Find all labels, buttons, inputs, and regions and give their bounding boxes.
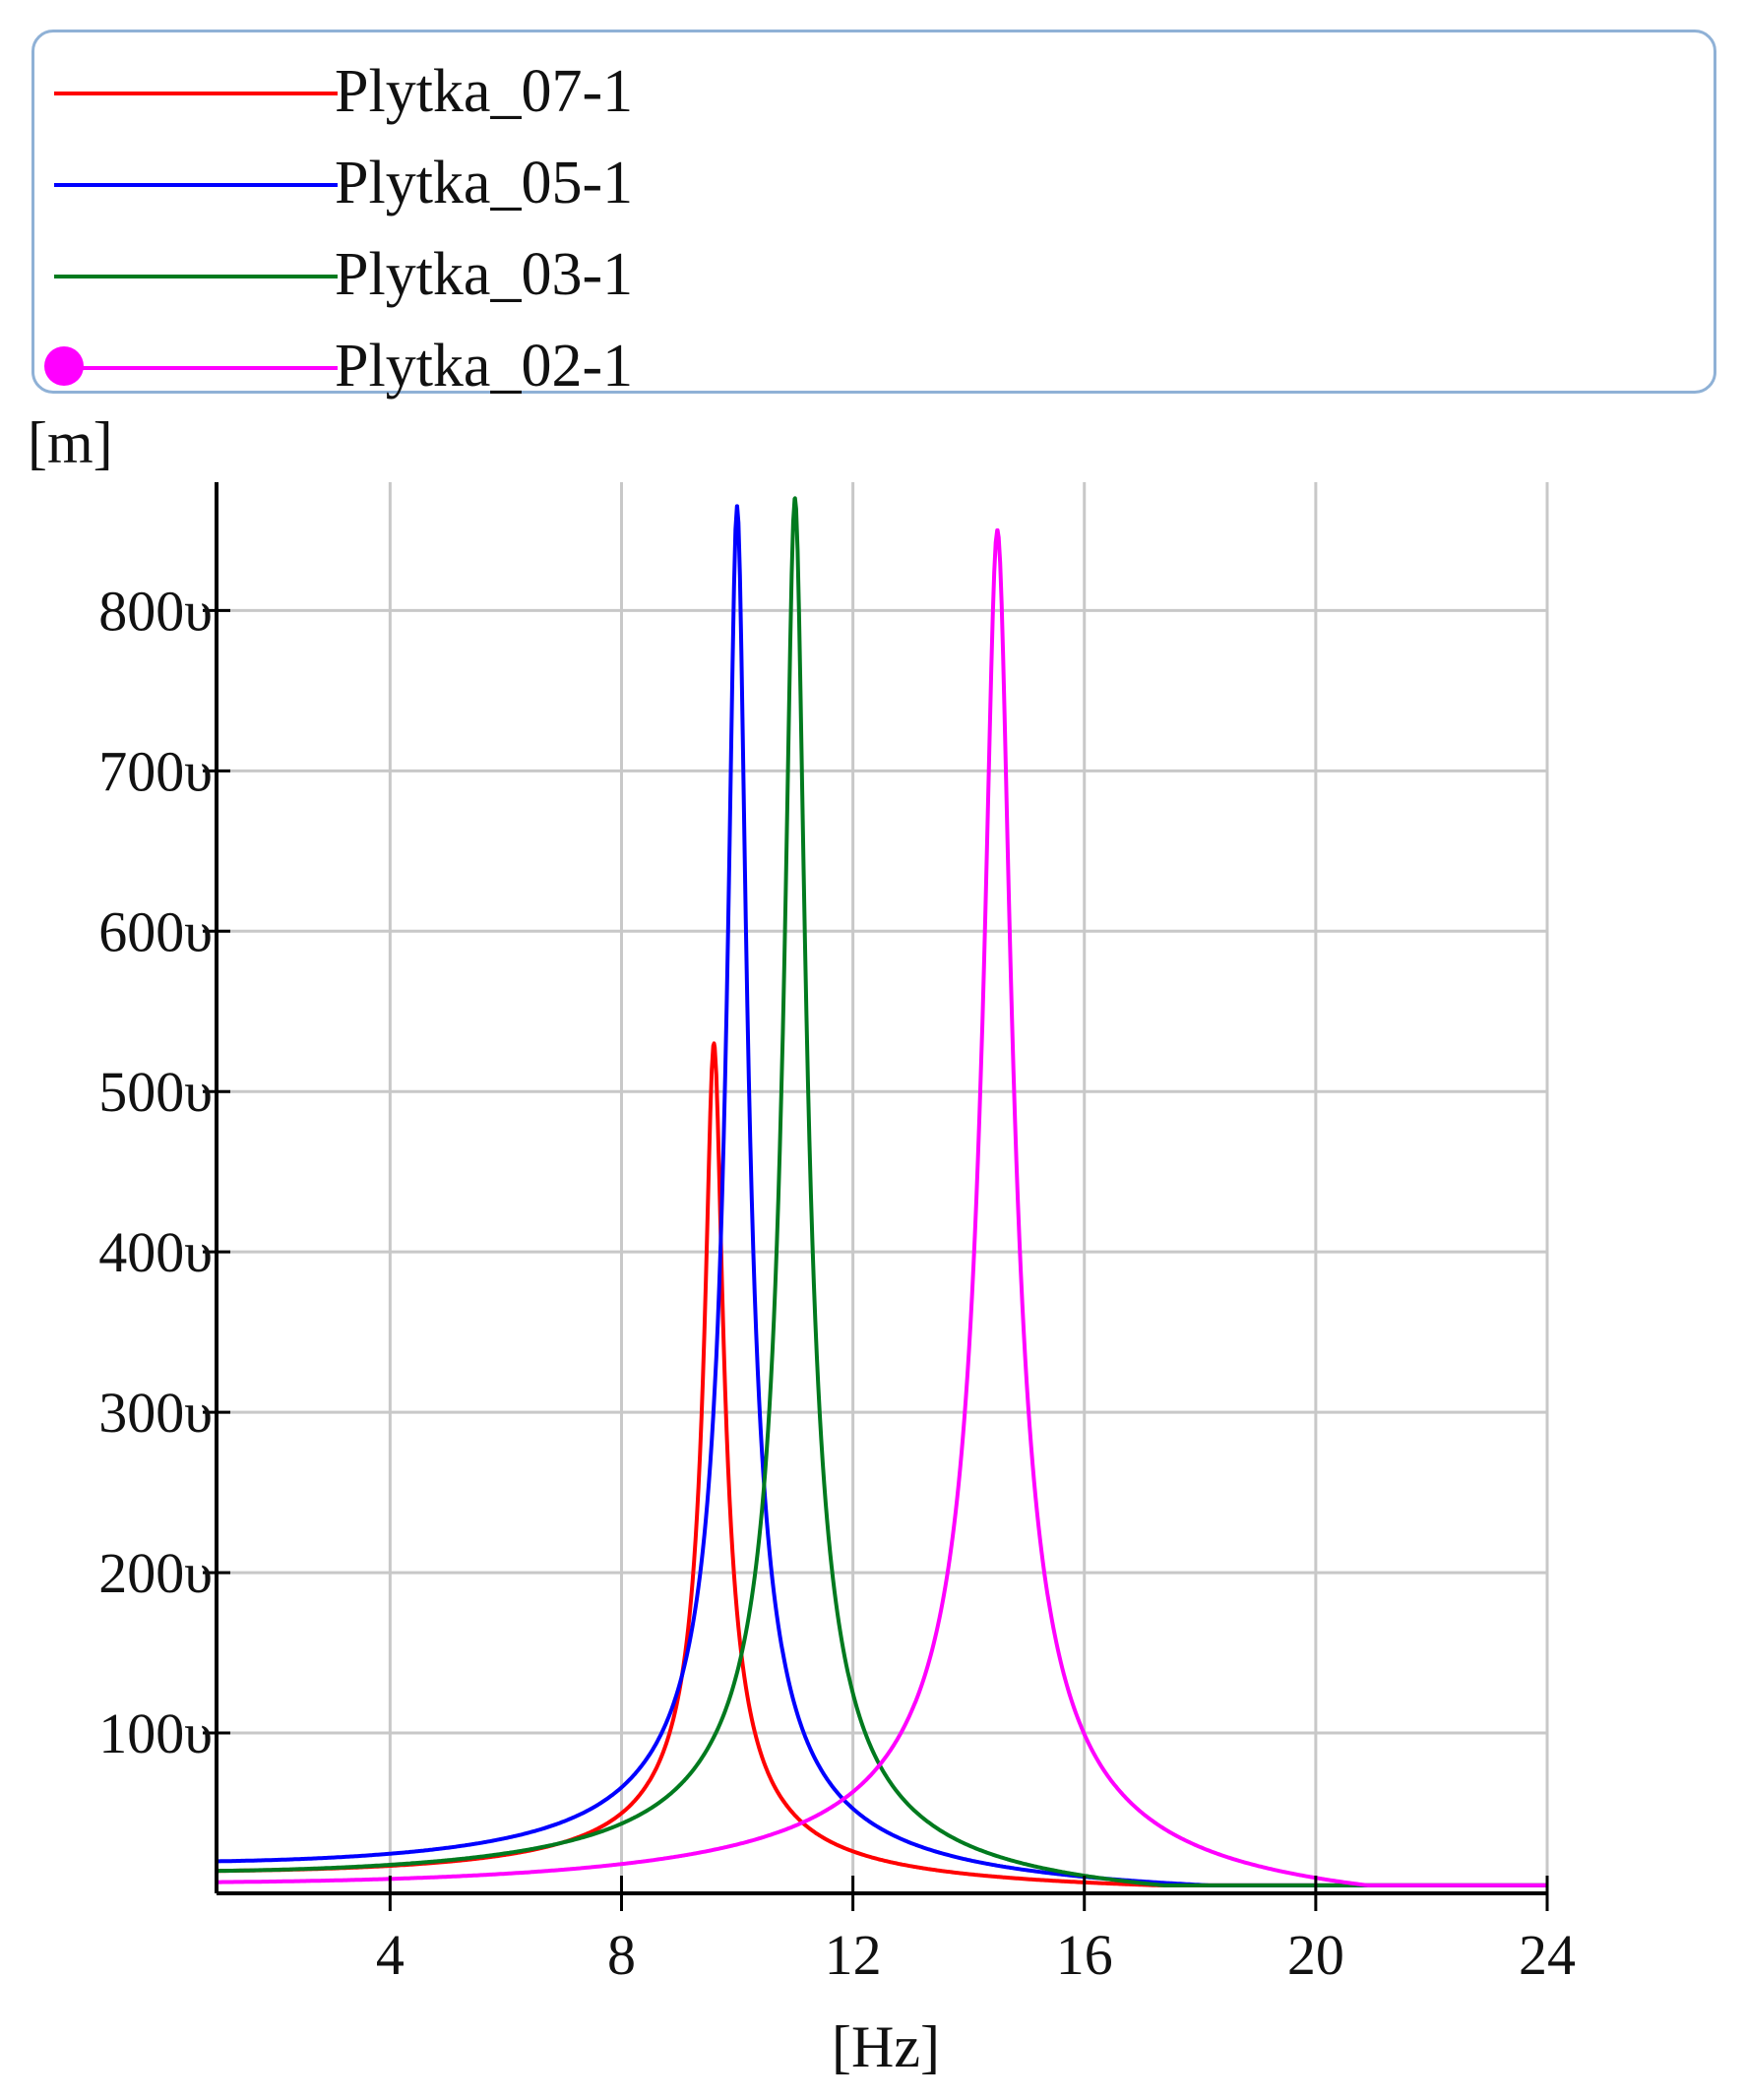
x-tick-label-8: 8 bbox=[607, 1923, 636, 1987]
x-tick-label-4: 4 bbox=[376, 1923, 405, 1987]
x-tick-label-24: 24 bbox=[1519, 1923, 1576, 1987]
y-axis-unit-label: [m] bbox=[28, 410, 113, 475]
y-axis-ticks: 100υ 200υ 300υ 400υ 500υ 600υ 700υ 800υ bbox=[98, 579, 230, 1765]
legend-swatch-plytka-02-1 bbox=[54, 366, 338, 370]
legend-label-plytka-07-1: Plytka_07-1 bbox=[335, 58, 634, 125]
legend-label-plytka-05-1: Plytka_05-1 bbox=[335, 150, 634, 216]
series-line-plytka-03-1 bbox=[216, 496, 1548, 1887]
legend-swatch-plytka-03-1 bbox=[54, 275, 338, 278]
legend-swatch-plytka-07-1 bbox=[54, 92, 338, 95]
legend-swatch-plytka-05-1 bbox=[54, 183, 338, 187]
x-axis-ticks: 4 8 12 16 20 24 bbox=[376, 1876, 1576, 1987]
legend-item-plytka-07-1: Plytka_07-1 bbox=[34, 52, 1714, 131]
legend-item-plytka-03-1: Plytka_03-1 bbox=[34, 235, 1714, 314]
x-tick-label-20: 20 bbox=[1287, 1923, 1344, 1987]
y-tick-label-400: 400υ bbox=[98, 1220, 213, 1284]
y-tick-label-700: 700υ bbox=[98, 739, 213, 803]
legend-item-plytka-05-1: Plytka_05-1 bbox=[34, 144, 1714, 222]
axes bbox=[215, 482, 1547, 1895]
legend-label-plytka-03-1: Plytka_03-1 bbox=[335, 241, 634, 308]
y-tick-label-600: 600υ bbox=[98, 899, 213, 963]
legend-item-plytka-02-1: Plytka_02-1 bbox=[34, 327, 1714, 405]
chart-legend: Plytka_07-1 Plytka_05-1 Plytka_03-1 Plyt… bbox=[31, 30, 1716, 400]
y-tick-label-100: 100υ bbox=[98, 1701, 213, 1765]
legend-marker-circle-icon bbox=[44, 346, 84, 386]
series-line-plytka-02-1 bbox=[216, 527, 1548, 1887]
x-axis-unit-label: [Hz] bbox=[832, 2014, 940, 2079]
series-lines bbox=[216, 496, 1548, 1887]
y-tick-label-500: 500υ bbox=[98, 1060, 213, 1124]
legend-label-plytka-02-1: Plytka_02-1 bbox=[335, 333, 634, 400]
x-tick-label-12: 12 bbox=[825, 1923, 882, 1987]
series-line-plytka-05-1 bbox=[216, 504, 1548, 1887]
y-tick-label-200: 200υ bbox=[98, 1541, 213, 1605]
y-tick-label-800: 800υ bbox=[98, 579, 213, 643]
y-tick-label-300: 300υ bbox=[98, 1381, 213, 1445]
grid-lines bbox=[217, 482, 1549, 1893]
x-tick-label-16: 16 bbox=[1056, 1923, 1113, 1987]
